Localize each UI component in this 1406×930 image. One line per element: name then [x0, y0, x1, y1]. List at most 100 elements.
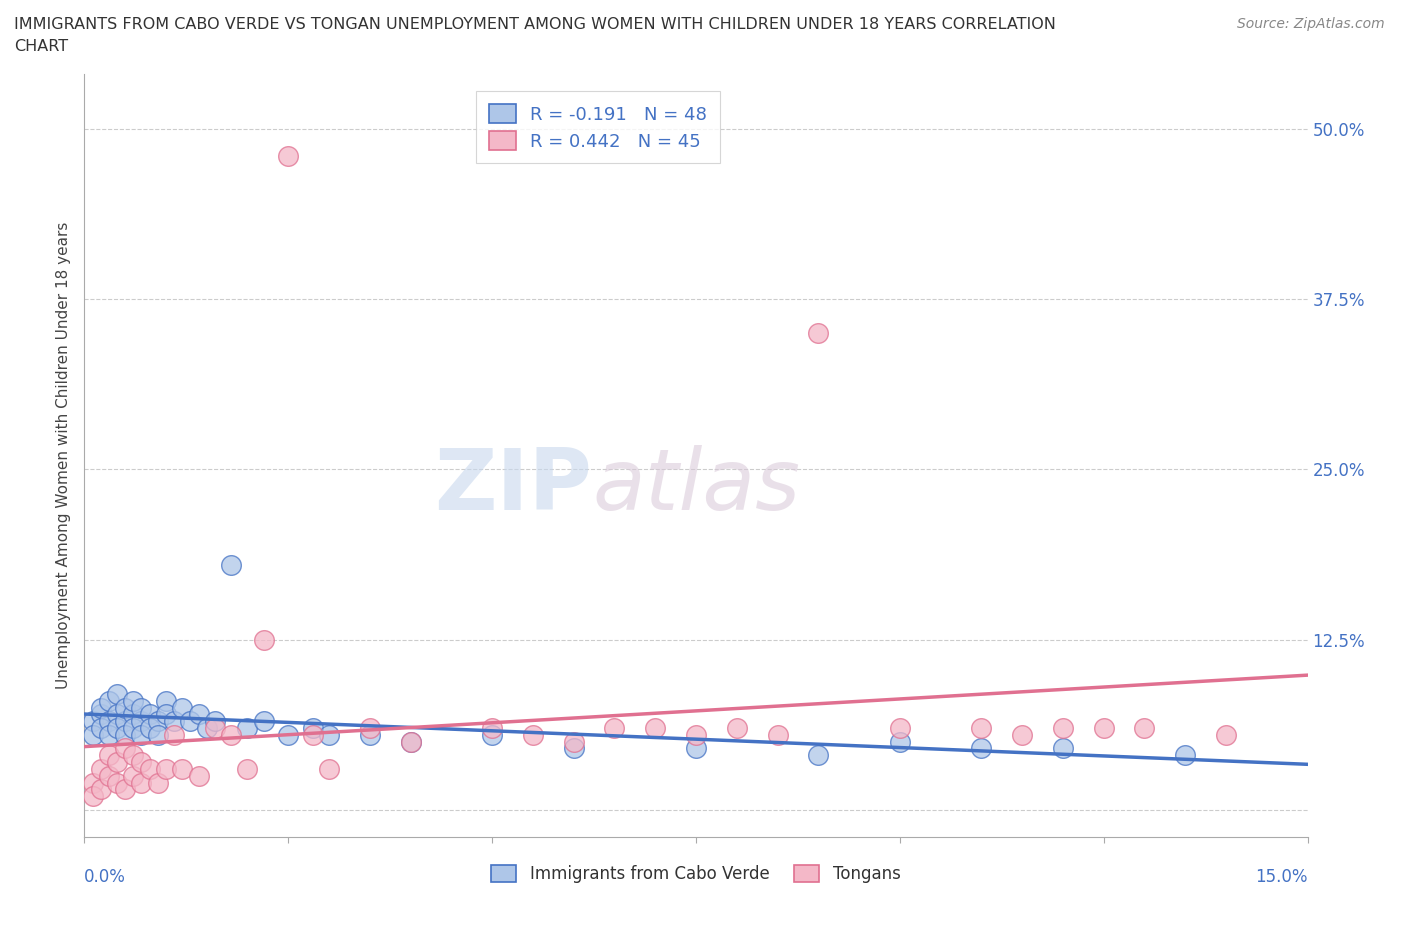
Point — [146, 727, 169, 742]
Point — [114, 782, 136, 797]
Point — [105, 707, 128, 722]
Point — [155, 707, 177, 722]
Point — [301, 727, 323, 742]
Point — [82, 775, 104, 790]
Point — [970, 741, 993, 756]
Point — [146, 714, 169, 729]
Point — [82, 714, 104, 729]
Point — [807, 326, 830, 340]
Point — [1011, 727, 1033, 742]
Point — [1174, 748, 1197, 763]
Point — [90, 721, 112, 736]
Text: IMMIGRANTS FROM CABO VERDE VS TONGAN UNEMPLOYMENT AMONG WOMEN WITH CHILDREN UNDE: IMMIGRANTS FROM CABO VERDE VS TONGAN UNE… — [14, 17, 1056, 32]
Point — [359, 721, 381, 736]
Point — [301, 721, 323, 736]
Point — [122, 721, 145, 736]
Text: ZIP: ZIP — [434, 445, 592, 527]
Point — [131, 700, 153, 715]
Text: CHART: CHART — [14, 39, 67, 54]
Text: 15.0%: 15.0% — [1256, 868, 1308, 885]
Point — [122, 748, 145, 763]
Point — [889, 721, 911, 736]
Point — [253, 632, 276, 647]
Point — [105, 721, 128, 736]
Point — [603, 721, 626, 736]
Point — [644, 721, 666, 736]
Point — [131, 775, 153, 790]
Text: Source: ZipAtlas.com: Source: ZipAtlas.com — [1237, 17, 1385, 31]
Point — [114, 741, 136, 756]
Point — [138, 721, 160, 736]
Point — [685, 741, 707, 756]
Point — [1052, 741, 1074, 756]
Y-axis label: Unemployment Among Women with Children Under 18 years: Unemployment Among Women with Children U… — [56, 222, 72, 689]
Point — [179, 714, 201, 729]
Point — [236, 762, 259, 777]
Point — [97, 748, 120, 763]
Point — [766, 727, 789, 742]
Point — [522, 727, 544, 742]
Point — [359, 727, 381, 742]
Text: 0.0%: 0.0% — [84, 868, 127, 885]
Point — [277, 727, 299, 742]
Point — [122, 768, 145, 783]
Point — [105, 775, 128, 790]
Text: atlas: atlas — [592, 445, 800, 527]
Point — [204, 721, 226, 736]
Point — [131, 754, 153, 769]
Point — [122, 707, 145, 722]
Point — [399, 735, 422, 750]
Point — [97, 768, 120, 783]
Point — [277, 149, 299, 164]
Point — [481, 727, 503, 742]
Point — [146, 775, 169, 790]
Point — [172, 762, 194, 777]
Point — [481, 721, 503, 736]
Point — [90, 707, 112, 722]
Point — [219, 557, 242, 572]
Point — [114, 714, 136, 729]
Legend: Immigrants from Cabo Verde, Tongans: Immigrants from Cabo Verde, Tongans — [485, 858, 907, 890]
Point — [1052, 721, 1074, 736]
Point — [236, 721, 259, 736]
Point — [131, 727, 153, 742]
Point — [97, 714, 120, 729]
Point — [114, 700, 136, 715]
Point — [172, 700, 194, 715]
Point — [1092, 721, 1115, 736]
Point — [318, 762, 340, 777]
Point — [187, 707, 209, 722]
Point — [399, 735, 422, 750]
Point — [318, 727, 340, 742]
Point — [219, 727, 242, 742]
Point — [970, 721, 993, 736]
Point — [562, 735, 585, 750]
Point — [97, 727, 120, 742]
Point — [90, 782, 112, 797]
Point — [685, 727, 707, 742]
Point — [163, 727, 186, 742]
Point — [155, 762, 177, 777]
Point — [204, 714, 226, 729]
Point — [90, 762, 112, 777]
Point — [138, 762, 160, 777]
Point — [114, 727, 136, 742]
Point — [1133, 721, 1156, 736]
Point — [889, 735, 911, 750]
Point — [253, 714, 276, 729]
Point — [725, 721, 748, 736]
Point — [131, 714, 153, 729]
Point — [195, 721, 218, 736]
Point — [138, 707, 160, 722]
Point — [82, 727, 104, 742]
Point — [105, 686, 128, 701]
Point — [122, 694, 145, 709]
Point — [97, 694, 120, 709]
Point — [90, 700, 112, 715]
Point — [562, 741, 585, 756]
Point — [187, 768, 209, 783]
Point — [807, 748, 830, 763]
Point — [105, 754, 128, 769]
Point — [163, 714, 186, 729]
Point — [155, 694, 177, 709]
